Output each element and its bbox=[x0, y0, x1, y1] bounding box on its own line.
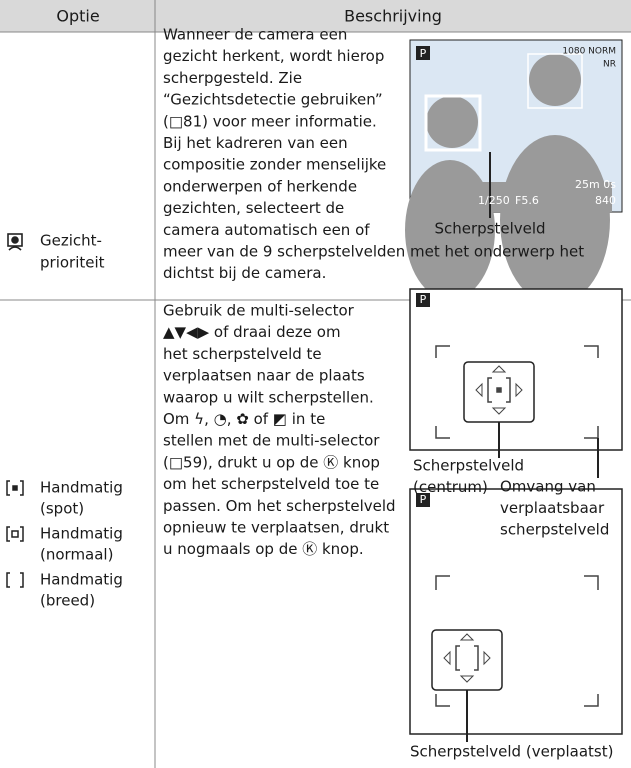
screen-time: 25m 0s bbox=[575, 178, 616, 191]
option-label: prioriteit bbox=[40, 254, 105, 272]
camera-screen bbox=[409, 288, 623, 451]
description-line: (□59), drukt u op de Ⓚ knop bbox=[163, 453, 380, 471]
description-line: Bij het kadreren van een bbox=[163, 134, 348, 152]
description-line: het scherpstelveld te bbox=[163, 345, 322, 363]
description-line: scherpgesteld. Zie bbox=[163, 69, 302, 87]
option-label: (spot) bbox=[40, 500, 84, 518]
description-line: dichtst bij de camera. bbox=[163, 264, 326, 282]
description-line: opnieuw te verplaatsen, drukt bbox=[163, 519, 389, 537]
description-line: om het scherpstelveld toe te bbox=[163, 475, 379, 493]
option-label: (normaal) bbox=[40, 546, 113, 564]
description-line: waarop u wilt scherpstellen. bbox=[163, 388, 374, 406]
caption: Scherpstelveld (verplaatst) bbox=[410, 743, 613, 761]
description-line: compositie zonder menselijke bbox=[163, 156, 386, 174]
header-description: Beschrijving bbox=[344, 7, 442, 26]
caption: Scherpstelveld bbox=[434, 220, 545, 238]
screen-aperture: F5.6 bbox=[515, 194, 539, 207]
camera-screen bbox=[409, 488, 623, 735]
description-line: Wanneer de camera een bbox=[163, 26, 347, 44]
description-line: u nogmaals op de Ⓚ knop. bbox=[163, 540, 364, 558]
option-label: Handmatig bbox=[40, 479, 123, 497]
header-option: Optie bbox=[56, 7, 99, 26]
option-label: Handmatig bbox=[40, 525, 123, 543]
camera-screen bbox=[405, 39, 623, 305]
screen-shutter: 1/250 bbox=[478, 194, 510, 207]
description-line: passen. Om het scherpstelveld bbox=[163, 497, 396, 515]
screen-status: NR bbox=[603, 60, 616, 70]
face-icon bbox=[7, 233, 23, 251]
description-line: ▲▼◀▶ of draai deze om bbox=[163, 323, 341, 341]
screen-mode: P bbox=[420, 493, 427, 506]
description-line: onderwerpen of herkende bbox=[163, 177, 357, 195]
caption: Scherpstelveld bbox=[413, 457, 524, 475]
description-line: meer van de 9 scherpstelvelden met het o… bbox=[163, 243, 584, 261]
screen-mode: P bbox=[420, 293, 427, 306]
screen-shots: 840 bbox=[595, 194, 616, 207]
option-label: Handmatig bbox=[40, 571, 123, 589]
description-line: camera automatisch een of bbox=[163, 221, 370, 239]
caption: scherpstelveld bbox=[500, 521, 609, 539]
header-bg bbox=[0, 0, 631, 32]
description-line: gezichten, selecteert de bbox=[163, 199, 344, 217]
caption: verplaatsbaar bbox=[500, 499, 605, 517]
description-line: gezicht herkent, wordt hierop bbox=[163, 47, 384, 65]
description-line: Gebruik de multi-selector bbox=[163, 302, 355, 320]
caption: (centrum) bbox=[413, 478, 488, 496]
description-line: (□81) voor meer informatie. bbox=[163, 112, 377, 130]
description-line: stellen met de multi-selector bbox=[163, 432, 380, 450]
focus-icons bbox=[6, 480, 24, 588]
screen-status: 1080 NORM bbox=[562, 47, 616, 57]
option-label: (breed) bbox=[40, 592, 95, 610]
description-line: “Gezichtsdetectie gebruiken” bbox=[163, 91, 383, 109]
description-line: Om ϟ, ◔, ✿ of ◩ in te bbox=[163, 410, 325, 428]
screen-mode: P bbox=[420, 47, 427, 60]
description-line: verplaatsen naar de plaats bbox=[163, 367, 365, 385]
caption: Omvang van bbox=[500, 478, 596, 496]
option-label: Gezicht- bbox=[40, 232, 102, 250]
